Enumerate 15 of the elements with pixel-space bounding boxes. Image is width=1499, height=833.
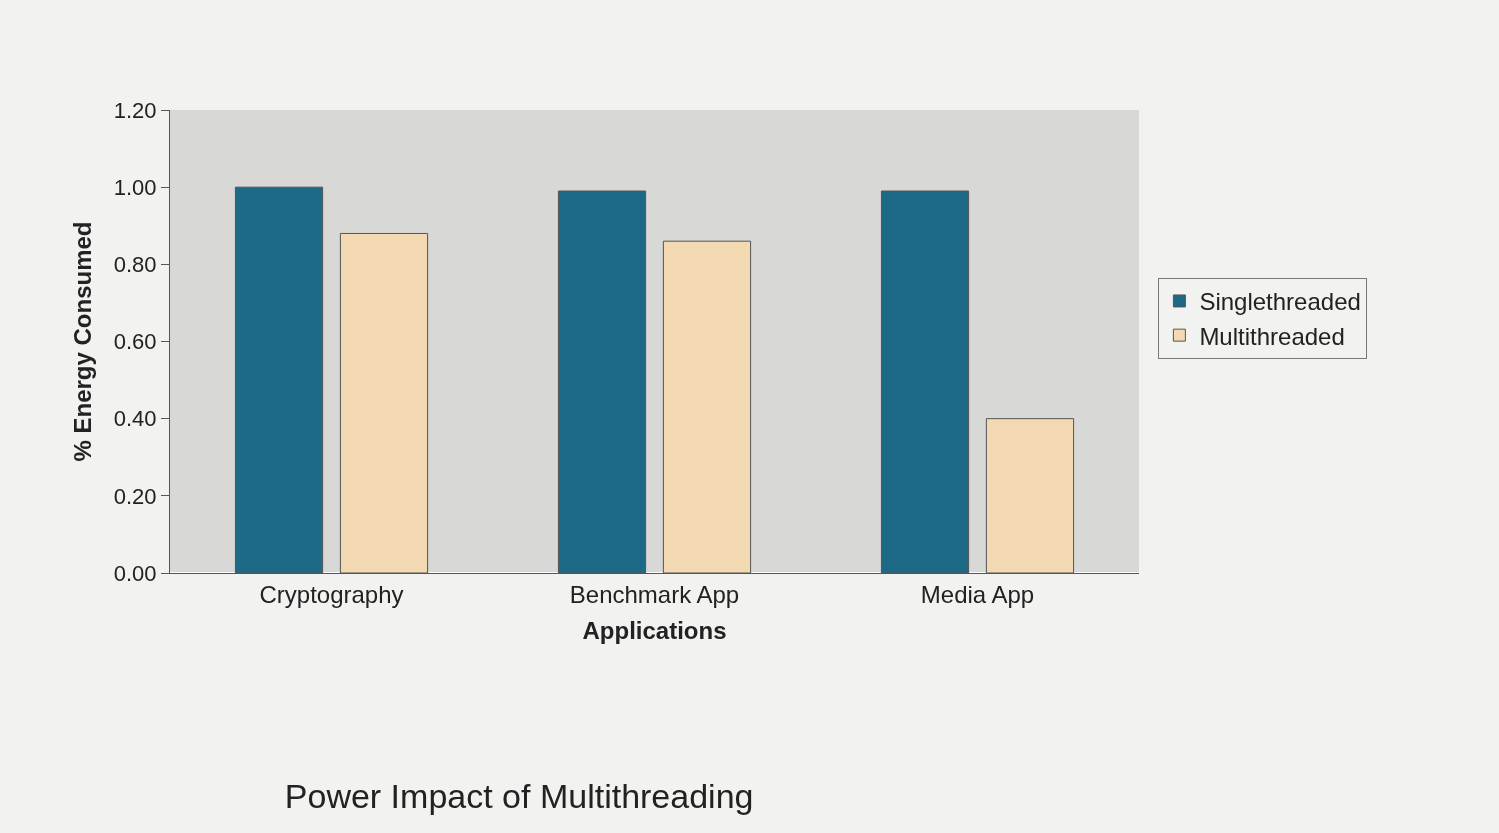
x-tick-label: Media App	[920, 580, 1035, 608]
y-tick-label: 1.20	[113, 97, 157, 123]
legend-label: Multithreaded	[1199, 322, 1345, 350]
y-tick-label: 1.00	[113, 174, 157, 200]
text: Power Impact of Multithreading	[284, 777, 754, 816]
x-tick-label: Cryptography	[259, 580, 404, 608]
y-axis-title: % Energy Consumed	[68, 221, 96, 462]
legend-label: Singlethreaded	[1199, 288, 1361, 316]
x-axis-title: Applications	[582, 617, 727, 645]
y-tick-label: 0.00	[113, 560, 157, 586]
y-tick-label: 0.80	[113, 252, 157, 278]
y-tick-label: 0.60	[113, 329, 157, 355]
y-tick-label: 0.40	[113, 406, 157, 432]
x-tick-label: Benchmark App	[569, 580, 740, 608]
y-tick-label: 0.20	[113, 483, 157, 509]
